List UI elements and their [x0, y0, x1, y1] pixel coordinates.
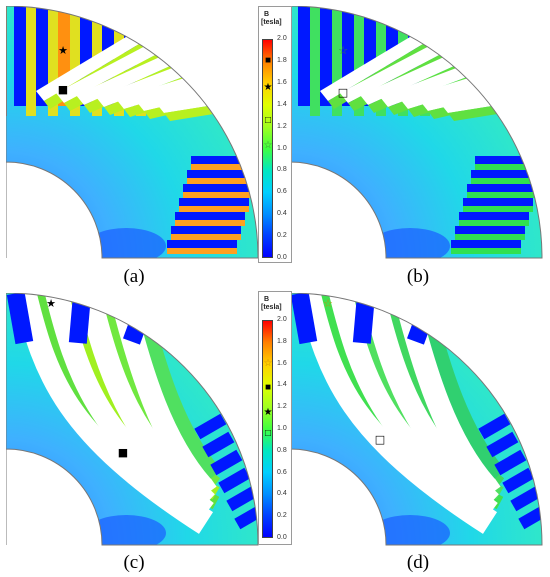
probe-marker: ■: [118, 446, 128, 459]
colorbar-tick-label: 0.8: [277, 446, 287, 454]
colorbar-tick-label: 1.4: [277, 381, 287, 389]
probe-marker: □: [375, 433, 385, 446]
colorbar-tick-label: 1.6: [277, 78, 287, 86]
legend-marker: ■: [264, 54, 272, 66]
colorbar-tick-label: 0.0: [277, 534, 287, 541]
panel-c-plot: ★■: [6, 293, 259, 546]
panel-d-plot: ☆□: [290, 293, 543, 546]
colorbar-tick-label: 0.4: [277, 490, 287, 498]
caption-a: (a): [123, 266, 145, 287]
probe-marker: □: [338, 86, 348, 99]
colorbar-tick-label: 1.6: [277, 359, 287, 367]
probe-marker: ■: [58, 83, 68, 96]
colorbar-tick-label: 0.6: [277, 468, 287, 476]
legend-marker: □: [264, 115, 272, 127]
colorbar-tick-label: 0.0: [277, 254, 287, 261]
legend-title-b: B: [264, 296, 270, 303]
colorbar-tick-label: 0.6: [277, 188, 287, 196]
legend-title-unit: [tesla]: [261, 304, 282, 311]
colorbar-tick-label: 0.8: [277, 166, 287, 174]
colorbar-tick-label: 2.0: [277, 35, 287, 42]
legend-marker: ■: [264, 381, 272, 393]
probe-marker: ☆: [323, 297, 333, 310]
colorbar-tick-label: 0.2: [277, 232, 287, 240]
colorbar-tick-label: 1.2: [277, 403, 287, 411]
legend-marker: ★: [263, 406, 273, 418]
colorbar-tick-label: 0.4: [277, 210, 287, 218]
probe-marker: ☆: [338, 44, 348, 57]
probe-marker: ★: [58, 44, 68, 57]
colorbar: [262, 320, 273, 538]
colorbar-tick-label: 1.8: [277, 56, 287, 64]
caption-b: (b): [406, 266, 430, 287]
colorbar-tick-label: 1.8: [277, 337, 287, 345]
caption-c: (c): [123, 552, 145, 573]
legend-title-b: B: [264, 11, 270, 18]
legend-title-unit: [tesla]: [261, 19, 282, 26]
colorbar-legend-bottom: B [tesla] 2.0 1.8 1.6 1.4 1.2 1.0 0.8 0.6 0.4 0.2…: [258, 291, 292, 545]
caption-d: (d): [406, 552, 430, 573]
colorbar-tick-label: 1.0: [277, 425, 287, 432]
legend-marker: ☆: [263, 140, 273, 152]
legend-marker: ☆: [263, 357, 273, 369]
panel-b-plot: ☆□: [290, 6, 543, 259]
colorbar-tick-label: 1.4: [277, 100, 287, 108]
colorbar-tick-label: 0.2: [277, 512, 287, 520]
probe-marker: ★: [46, 297, 56, 310]
colorbar-legend-top: B [tesla] 2.0 1.8 1.6 1.4 1.2 1.0 0.8 0.6 0.4 0.2…: [258, 6, 292, 263]
colorbar-tick-label: 1.2: [277, 122, 287, 130]
colorbar-tick-label: 2.0: [277, 316, 287, 323]
panel-a-plot: ★■: [6, 6, 259, 259]
legend-marker: □: [264, 428, 272, 440]
colorbar: [262, 39, 273, 258]
colorbar-tick-label: 1.0: [277, 144, 287, 152]
legend-marker: ★: [263, 82, 273, 94]
